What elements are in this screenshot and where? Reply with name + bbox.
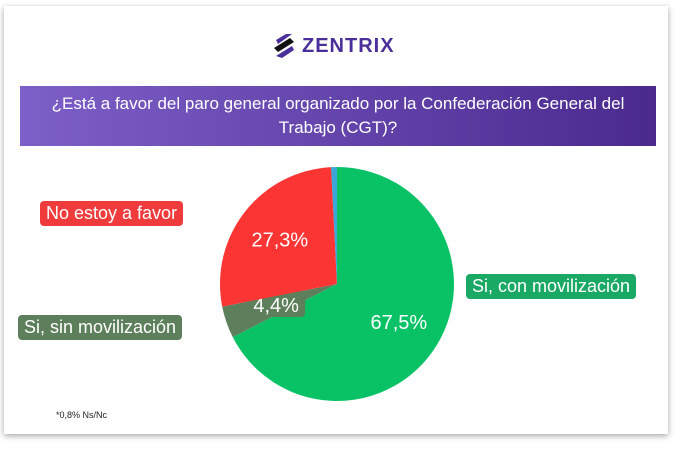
pie-slice (232, 167, 454, 402)
logo: ZENTRIX (272, 32, 395, 60)
legend-label-no-estoy: No estoy a favor (40, 201, 184, 226)
legend-label-sin-movilizacion: Si, sin movilización (18, 315, 183, 340)
question-banner: ¿Está a favor del paro general organizad… (20, 86, 656, 146)
pie-slice (220, 167, 337, 307)
data-label: 27,3% (251, 229, 308, 251)
logo-text: ZENTRIX (302, 34, 395, 57)
pie-slice (331, 167, 337, 284)
chart-title: ¿Está a favor del paro general organizad… (51, 94, 625, 137)
zentrix-logo-icon (274, 34, 294, 58)
data-label: 67,5% (370, 312, 427, 334)
legend-label-con-movilizacion: Si, con movilización (466, 274, 637, 299)
data-label: 4,4% (253, 295, 299, 317)
footnote: *0,8% Ns/Nc (56, 410, 108, 420)
